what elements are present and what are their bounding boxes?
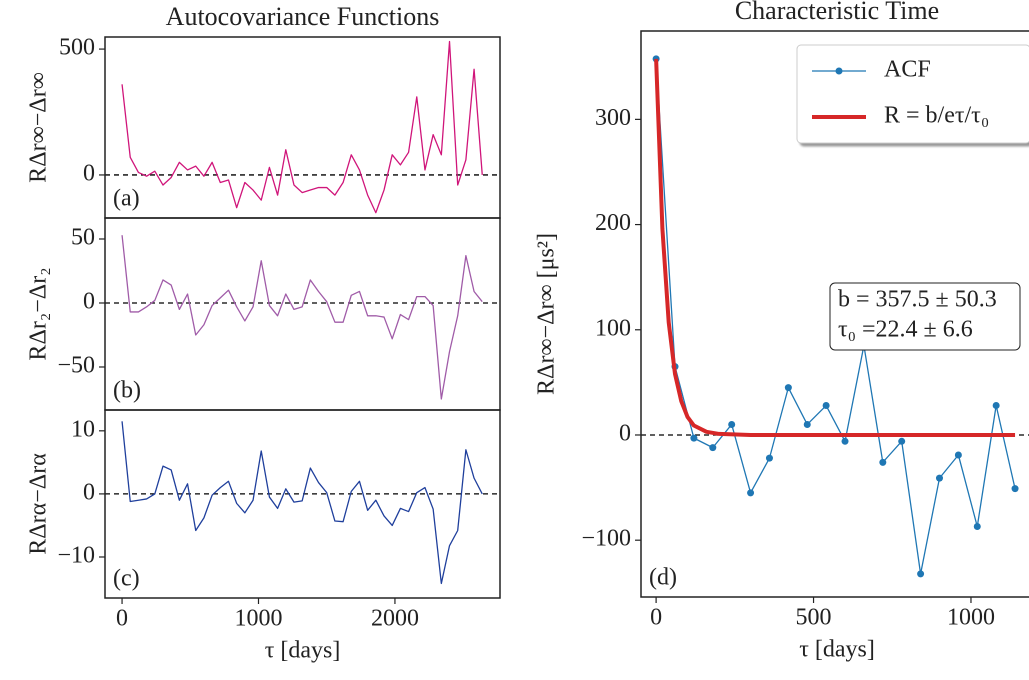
legend-marker [835,67,843,75]
y-tick-label: 0 [83,288,95,314]
x-tick-label: 1000 [947,605,995,631]
annotation: τ₀ =22.4 ± 6.6 [838,317,973,343]
y-tick-label: 300 [595,105,631,131]
data-point [841,437,849,445]
annotation: b = 357.5 ± 50.3 [838,287,997,313]
x-tick-label: 500 [796,605,832,631]
y-tick-label: 200 [595,210,631,236]
data-point [973,523,981,531]
x-tick-label: 0 [650,605,662,631]
data-point [690,434,698,442]
series-line [121,40,483,214]
plot-frame [104,409,501,599]
y-tick-label: 50 [71,224,95,250]
y-tick-label: 0 [619,420,631,446]
data-point [1011,485,1019,493]
panel-label: (c) [113,566,140,592]
y-tick-label: −10 [57,542,95,568]
y-axis-label: RΔr₂−Δr₂ [26,267,52,360]
annotation-box [829,282,1021,351]
x-axis-label: τ [days] [265,638,341,664]
data-point [822,402,830,410]
data-point [917,570,925,578]
data-point [728,420,736,428]
plot-frame [104,217,501,411]
y-tick-label: 10 [71,416,95,442]
x-tick-label: 0 [116,606,128,632]
data-point [803,420,811,428]
x-tick-label: 1000 [234,606,282,632]
chart-title: Characteristic Time [735,0,939,25]
y-axis-label: RΔr∞−Δr∞ [26,72,52,183]
panel-label: (d) [649,565,677,591]
data-point [709,444,717,452]
plot-frame [104,36,501,219]
y-tick-label: 100 [595,315,631,341]
x-axis-label: τ [days] [799,637,875,663]
data-point [935,474,943,482]
series-line [654,58,1016,437]
data-point [954,451,962,459]
legend-label: ACF [884,57,931,83]
series-line [655,58,1016,575]
y-tick-label: 0 [83,160,95,186]
data-point [898,437,906,445]
chart-title: Autocovariance Functions [166,2,440,31]
series-line [121,421,483,585]
y-tick-label: −50 [57,352,95,378]
data-point [784,384,792,392]
y-axis-label: RΔr∞−Δr∞ [μs²] [534,233,560,395]
y-tick-label: 500 [59,35,95,61]
x-tick-label: 2000 [371,606,419,632]
data-point [765,454,773,462]
legend-label: R = b/eτ/τ₀ [884,103,989,129]
data-point [747,489,755,497]
data-point [879,458,887,466]
panel-label: (a) [113,186,140,212]
series-line [121,235,483,400]
y-tick-label: −100 [581,526,631,552]
data-point [992,402,1000,410]
y-tick-label: 0 [83,479,95,505]
plot-frame [640,30,1029,598]
panel-label: (b) [113,378,141,404]
y-axis-label: RΔrα−Δrα [26,453,52,555]
